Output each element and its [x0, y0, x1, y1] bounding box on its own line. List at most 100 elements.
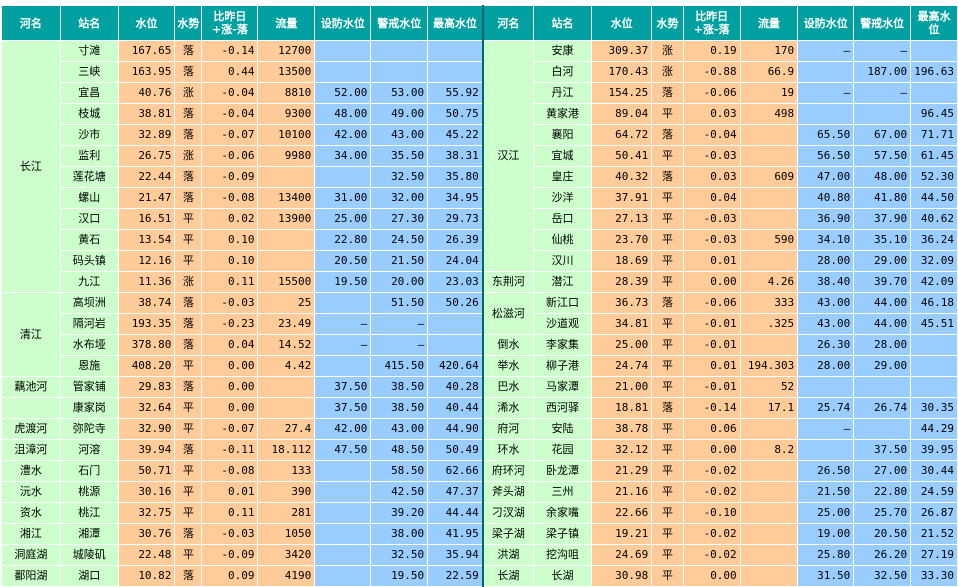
flow: 9300: [257, 103, 316, 125]
trend: 平: [174, 544, 203, 566]
highest-level: 44.44: [427, 502, 484, 524]
trend: 落: [651, 82, 684, 104]
change: 0.00: [682, 271, 741, 293]
warning-level: 28.00: [853, 334, 912, 356]
water-level: 19.21: [590, 523, 653, 545]
trend: 平: [651, 313, 684, 335]
warning-level: 37.90: [853, 208, 912, 230]
highest-level: [910, 334, 958, 356]
change: -0.03: [682, 208, 741, 230]
warning-level: 41.80: [853, 187, 912, 209]
highest-level: [427, 40, 484, 62]
col-header-change: 比昨日+涨-落: [201, 5, 259, 41]
water-level: 64.72: [590, 124, 653, 146]
highest-level: 23.03: [427, 271, 484, 293]
water-level: 16.51: [117, 208, 176, 230]
station-name: 马家潭: [533, 376, 592, 398]
highest-level: [910, 376, 958, 398]
change: 0.00: [201, 376, 259, 398]
flow: 14.52: [257, 334, 316, 356]
defense-level: 47.00: [797, 166, 855, 188]
warning-level: 19.50: [370, 565, 429, 587]
trend: 平: [651, 334, 684, 356]
trend: 平: [651, 502, 684, 524]
highest-level: 61.45: [910, 145, 958, 167]
flow: 390: [257, 481, 316, 503]
highest-level: 40.62: [910, 208, 958, 230]
change: 0.01: [682, 250, 741, 272]
warning-level: —: [370, 334, 429, 356]
col-header-station: 站名: [533, 5, 592, 41]
river-name: 藕池河: [1, 376, 61, 398]
change: -0.08: [201, 460, 259, 482]
defense-level: 28.00: [797, 355, 855, 377]
change: -0.10: [682, 502, 741, 524]
river-name: 澧水: [1, 460, 61, 482]
water-level: 32.75: [117, 502, 176, 524]
defense-level: 31.00: [314, 187, 372, 209]
station-name: 桃江: [59, 502, 119, 524]
warning-level: 29.00: [853, 355, 912, 377]
col-header-warning: 警戒水位: [853, 5, 912, 41]
defense-level: 21.50: [797, 481, 855, 503]
river-name: 洞庭湖: [1, 544, 61, 566]
river-name: 浠水: [481, 397, 535, 419]
warning-level: 58.50: [370, 460, 429, 482]
flow: [257, 250, 316, 272]
station-name: 管家铺: [59, 376, 119, 398]
water-level: 30.98: [590, 565, 653, 587]
river-name: 梁子湖: [481, 523, 535, 545]
flow: [739, 565, 799, 587]
water-level: 25.00: [590, 334, 653, 356]
station-name: 宜城: [533, 145, 592, 167]
flow: 4.26: [739, 271, 799, 293]
flow: 8810: [257, 82, 316, 104]
water-level: 21.16: [590, 481, 653, 503]
station-name: 恩施: [59, 355, 119, 377]
trend: 平: [174, 502, 203, 524]
station-name: 康家岗: [59, 397, 119, 419]
water-level: 38.78: [590, 418, 653, 440]
defense-level: 25.00: [314, 208, 372, 230]
highest-level: 55.92: [427, 82, 484, 104]
change: 0.10: [201, 229, 259, 251]
warning-level: 51.50: [370, 292, 429, 314]
river-name: 府环河: [481, 460, 535, 482]
trend: 平: [651, 208, 684, 230]
hydrology-table: 河名 站名 水位 水势 比昨日+涨-落 流量 设防水位 警戒水位 最高水位 河名…: [1, 5, 958, 587]
defense-level: [797, 376, 855, 398]
water-level: 21.47: [117, 187, 176, 209]
flow: 15500: [257, 271, 316, 293]
warning-level: 187.00: [853, 61, 912, 83]
col-header-highest: 最高水位: [910, 5, 958, 41]
flow: [739, 145, 799, 167]
trend: 涨: [651, 40, 684, 62]
trend: 平: [651, 523, 684, 545]
flow: 609: [739, 166, 799, 188]
defense-level: 42.00: [314, 124, 372, 146]
trend: 落: [651, 166, 684, 188]
flow: [739, 334, 799, 356]
station-name: 三州: [533, 481, 592, 503]
flow: [739, 481, 799, 503]
highest-level: 42.09: [910, 271, 958, 293]
warning-level: 48.00: [853, 166, 912, 188]
defense-level: [314, 502, 372, 524]
water-level: 27.13: [590, 208, 653, 230]
trend: 落: [174, 523, 203, 545]
water-level: 12.16: [117, 250, 176, 272]
highest-level: 40.44: [427, 397, 484, 419]
station-name: 湘潭: [59, 523, 119, 545]
flow: 13900: [257, 208, 316, 230]
flow: 23.49: [257, 313, 316, 335]
trend: 平: [174, 355, 203, 377]
warning-level: 42.50: [370, 481, 429, 503]
flow: 27.4: [257, 418, 316, 440]
trend: 涨: [174, 271, 203, 293]
water-level: 28.39: [590, 271, 653, 293]
highest-level: 35.94: [427, 544, 484, 566]
change: -0.14: [682, 397, 741, 419]
trend: 落: [651, 124, 684, 146]
water-level: 11.36: [117, 271, 176, 293]
trend: 涨: [174, 82, 203, 104]
